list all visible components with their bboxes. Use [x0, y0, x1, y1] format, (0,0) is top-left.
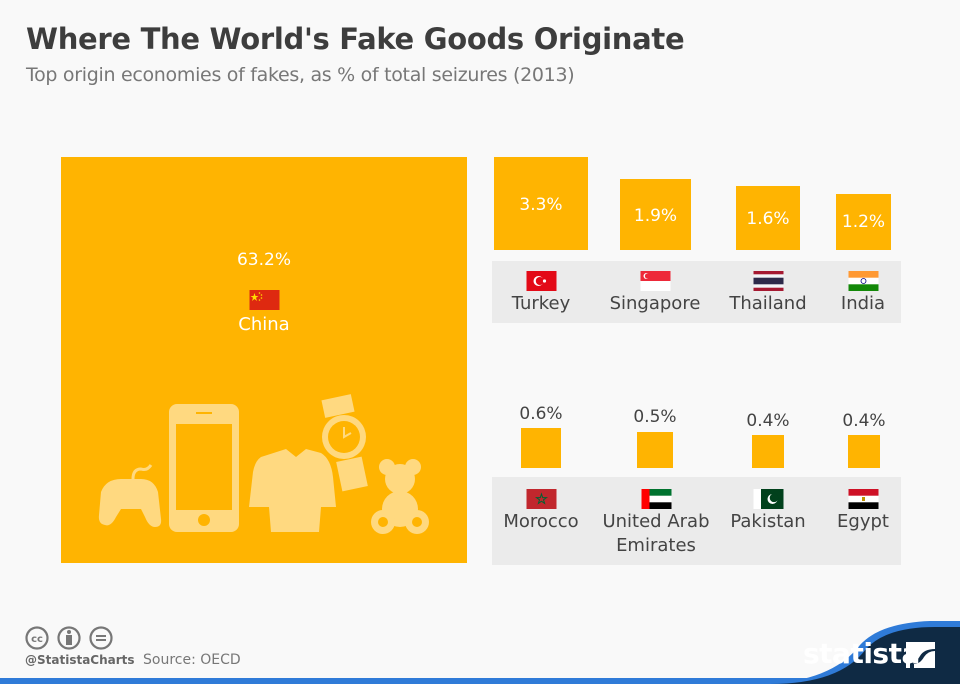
- box-thailand: 1.6%: [736, 186, 800, 250]
- flag-egypt-icon: [848, 489, 878, 509]
- flag-china-icon: [249, 290, 280, 310]
- flag-turkey-icon: [526, 271, 556, 291]
- label-egypt: Egypt: [837, 511, 889, 532]
- flag-thailand-icon: [753, 271, 783, 291]
- label-band-row2: [492, 477, 901, 565]
- no-derivatives-icon: [89, 626, 113, 650]
- cell-uae: United Arab Emirates: [598, 489, 714, 558]
- source-label: Source: OECD: [143, 652, 241, 668]
- cell-morocco: Morocco: [496, 489, 586, 534]
- footer-banner: [0, 621, 960, 684]
- box-singapore: 1.9%: [620, 179, 691, 250]
- label-pakistan: Pakistan: [730, 511, 806, 532]
- chart-subtitle: Top origin economies of fakes, as % of t…: [26, 64, 575, 86]
- value-india: 1.2%: [841, 212, 886, 232]
- statista-logo: statista: [803, 637, 920, 670]
- game-controller-icon: [98, 464, 162, 527]
- box-morocco: [521, 428, 561, 468]
- value-morocco: 0.6%: [519, 404, 563, 424]
- statista-logo-mark-icon: [906, 642, 935, 668]
- value-china: 63.2%: [236, 250, 291, 270]
- value-singapore: 1.9%: [633, 206, 678, 226]
- cell-india: India: [828, 271, 898, 316]
- label-china: China: [238, 314, 290, 335]
- box-turkey: 3.3%: [494, 157, 588, 250]
- value-uae: 0.5%: [633, 407, 677, 427]
- label-morocco: Morocco: [503, 511, 579, 532]
- license-icons: cc: [25, 626, 113, 650]
- goods-icons: [98, 394, 429, 534]
- cell-singapore: Singapore: [605, 271, 705, 316]
- value-pakistan: 0.4%: [746, 411, 790, 431]
- label-band-row1: [492, 261, 901, 323]
- box-uae: [637, 432, 673, 468]
- cell-egypt: Egypt: [828, 489, 898, 534]
- box-india: 1.2%: [836, 194, 891, 250]
- cc-icon: [25, 626, 49, 650]
- flag-morocco-icon: [526, 489, 556, 509]
- statista-handle: @StatistaCharts: [25, 653, 135, 667]
- box-pakistan: [752, 435, 784, 468]
- label-uae-line1: United Arab: [602, 511, 710, 532]
- chart-title: Where The World's Fake Goods Originate: [26, 22, 685, 56]
- value-turkey: 3.3%: [519, 195, 563, 215]
- flag-pakistan-icon: [753, 489, 783, 509]
- watch-icon: [321, 394, 368, 492]
- box-china: 63.2% China: [61, 157, 467, 563]
- label-turkey: Turkey: [511, 293, 571, 314]
- attribution-icon: [57, 626, 81, 650]
- flag-uae-icon: [641, 489, 671, 509]
- teddy-bear-icon: [371, 459, 429, 534]
- label-uae-line2: Emirates: [616, 535, 696, 556]
- label-thailand: Thailand: [729, 293, 807, 314]
- flag-singapore-icon: [640, 271, 670, 291]
- cell-turkey: Turkey: [496, 271, 586, 316]
- phone-icon: [169, 404, 239, 532]
- label-singapore: Singapore: [609, 293, 701, 314]
- cell-thailand: Thailand: [718, 271, 818, 316]
- flag-india-icon: [848, 271, 878, 291]
- shirt-icon: [249, 449, 336, 532]
- value-egypt: 0.4%: [842, 411, 886, 431]
- label-india: India: [840, 293, 886, 314]
- value-thailand: 1.6%: [746, 209, 790, 229]
- cell-pakistan: Pakistan: [718, 489, 818, 534]
- box-egypt: [848, 435, 880, 468]
- svg-text:cc: cc: [31, 634, 43, 645]
